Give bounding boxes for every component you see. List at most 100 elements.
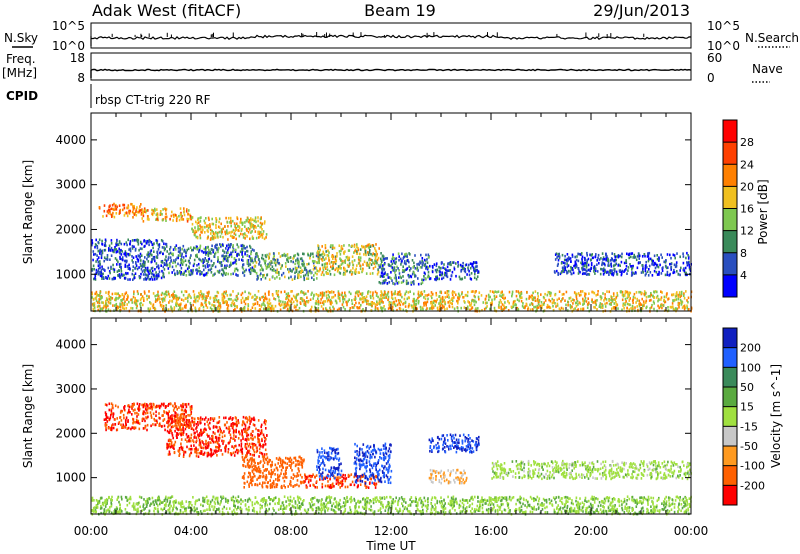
nsearch-label: N.Search — [745, 31, 799, 45]
freq-left-tick-top: 18 — [70, 51, 85, 65]
nsearch-right-tick-top: 10^5 — [707, 19, 740, 33]
y-tick-label: 4000 — [55, 133, 86, 147]
time-axis-label: Time UT — [365, 539, 416, 553]
cpid-label: CPID — [6, 89, 38, 103]
power-axes: 1000 2000 3000 4000 — [55, 113, 692, 311]
colorbar-tick-label: 4 — [740, 269, 747, 282]
colorbar-swatch — [723, 252, 737, 276]
velocity-echo-region-8 — [491, 459, 692, 481]
freq-left-tick-bottom: 8 — [77, 71, 85, 85]
colorbar-swatch — [723, 406, 737, 427]
power-echo-region-5 — [253, 252, 318, 282]
colorbar-swatch — [723, 208, 737, 232]
power-colorbar: 4 8 12 16 20 24 28 — [722, 119, 754, 298]
colorbar-tick-label: 20 — [740, 180, 754, 193]
velocity-echo-region-3 — [304, 473, 380, 489]
velocity-colorbar-label: Velocity [m s^-1] — [769, 364, 783, 468]
colorbar-tick-label: 8 — [740, 247, 747, 260]
time-axis-ticks: 00:00 04:00 08:00 12:00 16:00 20:00 00:00 — [74, 524, 709, 538]
freq-unit-label: [MHz] — [2, 66, 37, 80]
y-tick-label: 3000 — [55, 178, 86, 192]
nsearch-right-tick-bottom: 10^0 — [707, 39, 740, 53]
power-colorbar-label: Power [dB] — [756, 179, 770, 244]
velocity-echo-region-5 — [353, 442, 393, 485]
colorbar-swatch — [723, 347, 737, 368]
y-tick-label: 3000 — [55, 382, 86, 396]
y-tick-label: 2000 — [55, 222, 86, 236]
y-tick-label: 1000 — [55, 267, 86, 281]
time-tick-label: 00:00 — [74, 524, 109, 538]
power-echo-region-7 — [378, 252, 430, 286]
nsky-left-tick-bottom: 10^0 — [52, 39, 85, 53]
beam-title: Beam 19 — [364, 1, 436, 20]
colorbar-frame — [722, 327, 738, 506]
nave-right-tick-bottom: 0 — [707, 71, 715, 85]
power-echo-region-10 — [91, 290, 693, 313]
velocity-echo-region-6 — [428, 433, 480, 454]
nave-label: Nave — [752, 62, 783, 76]
colorbar-swatch — [723, 120, 737, 143]
time-tick-label: 12:00 — [374, 524, 409, 538]
cpid-mode-text: rbsp CT-trig 220 RF — [95, 93, 211, 107]
freq-line — [90, 68, 692, 78]
colorbar-swatch — [723, 328, 737, 349]
power-echo-region-0 — [98, 202, 143, 219]
velocity-ylabel: Slant Range [km] — [21, 364, 35, 468]
colorbar-swatch — [723, 446, 737, 467]
nsky-panel-frame — [90, 22, 692, 49]
time-tick-label: 16:00 — [474, 524, 509, 538]
colorbar-tick-label: 15 — [740, 401, 754, 414]
colorbar-tick-label: -50 — [740, 440, 758, 453]
site-title: Adak West (fitACF) — [92, 1, 241, 20]
velocity-echo-region-7 — [428, 468, 468, 485]
power-echo-region-6 — [316, 243, 380, 277]
freq-panel-frame — [90, 52, 692, 81]
colorbar-tick-label: 16 — [740, 203, 754, 216]
velocity-echo-region-1 — [166, 415, 268, 458]
y-tick-label: 2000 — [55, 426, 86, 440]
nsky-label: N.Sky — [4, 31, 38, 45]
colorbar-swatch — [723, 164, 737, 187]
colorbar-swatch — [723, 186, 737, 209]
power-echo-region-4 — [166, 243, 255, 277]
power-echo-region-3 — [91, 238, 168, 281]
date-title: 29/Jun/2013 — [593, 1, 690, 20]
colorbar-tick-label: -100 — [740, 460, 765, 473]
colorbar-swatch — [723, 465, 737, 486]
velocity-echo-data — [91, 402, 692, 516]
colorbar-swatch — [723, 485, 737, 506]
colorbar-tick-label: 100 — [740, 361, 761, 374]
velocity-axes: 1000 2000 3000 4000 — [55, 318, 692, 514]
colorbar-tick-label: 12 — [740, 225, 754, 238]
power-ylabel: Slant Range [km] — [21, 160, 35, 264]
nave-right-tick-top: 60 — [707, 51, 722, 65]
velocity-echo-region-4 — [316, 446, 343, 480]
colorbar-swatch — [723, 142, 737, 165]
colorbar-swatch — [723, 274, 737, 298]
colorbar-tick-label: 50 — [740, 381, 754, 394]
colorbar-swatch — [723, 367, 737, 388]
power-echo-region-8 — [428, 261, 480, 282]
velocity-colorbar: 200 100 50 15 -15 -50 -100 -200 — [722, 327, 765, 506]
time-tick-label: 04:00 — [174, 524, 209, 538]
colorbar-tick-label: 200 — [740, 342, 761, 355]
colorbar-swatch — [723, 387, 737, 408]
power-echo-region-1 — [141, 207, 193, 223]
colorbar-tick-label: 24 — [740, 158, 754, 171]
time-tick-label: 20:00 — [574, 524, 609, 538]
y-tick-label: 1000 — [55, 471, 86, 485]
nsky-trace — [90, 32, 692, 46]
freq-label: Freq. — [6, 52, 36, 66]
nsky-left-tick-top: 10^5 — [52, 19, 85, 33]
power-echo-region-9 — [553, 251, 692, 277]
power-echo-region-2 — [191, 216, 268, 241]
colorbar-tick-label: 28 — [740, 136, 754, 149]
colorbar-tick-label: -15 — [740, 420, 758, 433]
freq-trace — [90, 68, 692, 78]
nsky-line — [90, 34, 692, 46]
time-tick-label: 00:00 — [674, 524, 709, 538]
y-tick-label: 4000 — [55, 338, 86, 352]
colorbar-swatch — [723, 230, 737, 254]
time-tick-label: 08:00 — [274, 524, 309, 538]
